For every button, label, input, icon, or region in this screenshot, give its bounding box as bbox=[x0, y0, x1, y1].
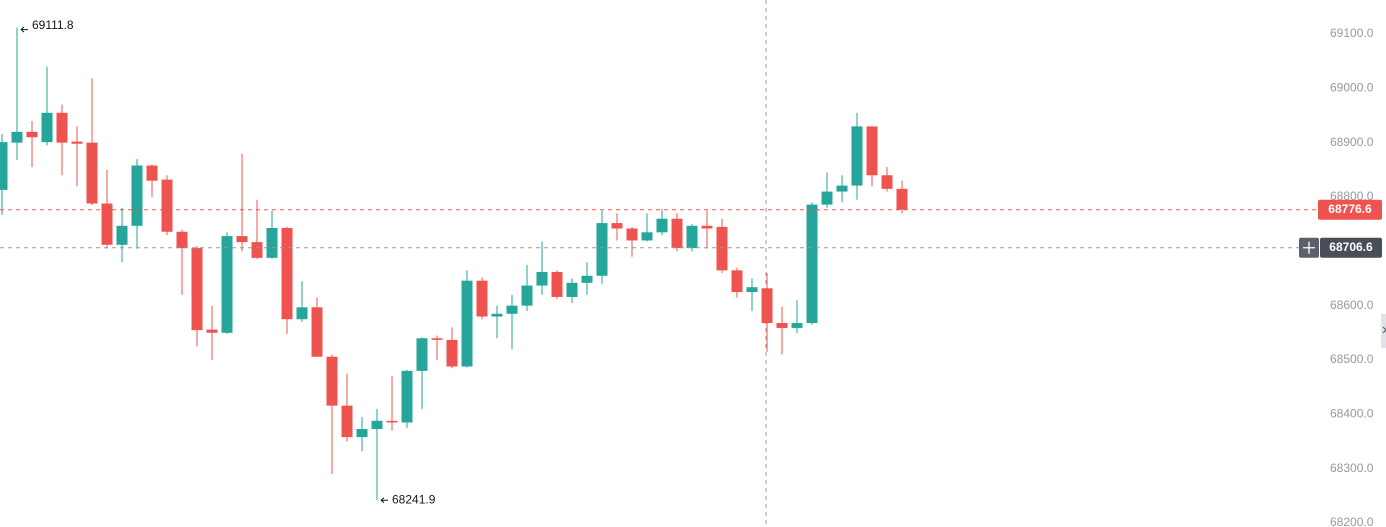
candle-body bbox=[671, 218, 683, 249]
y-tick-label: 68400.0 bbox=[1330, 406, 1374, 420]
crosshair-tag bbox=[1320, 237, 1382, 258]
candle-body bbox=[656, 218, 668, 233]
candle-body bbox=[356, 428, 368, 438]
add-icon bbox=[1303, 241, 1315, 254]
candle-body bbox=[866, 126, 878, 176]
candle-body bbox=[131, 165, 143, 226]
candle-body bbox=[626, 228, 638, 241]
last-price-tag bbox=[1318, 199, 1382, 220]
candle-body bbox=[341, 405, 353, 438]
candle-body bbox=[11, 131, 23, 143]
candle-body bbox=[821, 191, 833, 205]
candle-body bbox=[311, 307, 323, 357]
y-tick-label: 68600.0 bbox=[1330, 298, 1374, 312]
candle-body bbox=[461, 280, 473, 367]
y-tick-label: 68800.0 bbox=[1330, 189, 1374, 203]
candle-body bbox=[476, 280, 488, 317]
high-label: 69111.8 bbox=[32, 18, 74, 32]
last-price-label: 68776.6 bbox=[1328, 202, 1372, 216]
candle-body bbox=[491, 313, 503, 317]
scale-handle-arrow bbox=[1382, 326, 1386, 334]
candle-body bbox=[176, 231, 188, 249]
candle-body bbox=[521, 285, 533, 306]
candle-body bbox=[146, 165, 158, 181]
high-arrow bbox=[20, 26, 28, 33]
low-arrow bbox=[380, 497, 388, 504]
candle-body bbox=[26, 131, 38, 138]
candle-body bbox=[551, 271, 563, 297]
candle-body bbox=[851, 126, 863, 186]
candle-body bbox=[731, 270, 743, 293]
y-tick-label: 69000.0 bbox=[1330, 81, 1374, 95]
candle-body bbox=[206, 329, 218, 333]
candle-body bbox=[836, 185, 848, 192]
candle-body bbox=[791, 323, 803, 328]
candle-body bbox=[596, 223, 608, 276]
candle-body bbox=[761, 288, 773, 324]
candle-body bbox=[266, 227, 278, 258]
candle-body bbox=[566, 282, 578, 297]
candle-body bbox=[701, 225, 713, 229]
candle-body bbox=[371, 420, 383, 429]
candle-body bbox=[101, 203, 113, 245]
candle-body bbox=[326, 356, 338, 406]
y-tick-label: 68300.0 bbox=[1330, 461, 1374, 475]
candle-body bbox=[221, 236, 233, 333]
candle-body bbox=[86, 142, 98, 204]
candle-body bbox=[881, 175, 893, 189]
candle-body bbox=[896, 188, 908, 210]
candle-body bbox=[161, 179, 173, 232]
y-tick-label: 68500.0 bbox=[1330, 352, 1374, 366]
candle-body bbox=[776, 323, 788, 328]
candle-body bbox=[386, 420, 398, 423]
candle-body bbox=[401, 370, 413, 423]
candle-body bbox=[686, 225, 698, 249]
y-tick-label: 68200.0 bbox=[1330, 515, 1374, 527]
y-tick-label: 68900.0 bbox=[1330, 135, 1374, 149]
candle-body bbox=[296, 307, 308, 320]
candle-body bbox=[191, 248, 203, 331]
candle-body bbox=[416, 338, 428, 371]
candle-body bbox=[41, 112, 53, 143]
candle-body bbox=[236, 236, 248, 243]
candle-body bbox=[641, 232, 653, 241]
candle-body bbox=[806, 204, 818, 324]
candle-body bbox=[611, 223, 623, 229]
candle-body bbox=[431, 338, 443, 340]
candle-body bbox=[116, 225, 128, 245]
candle-body bbox=[251, 242, 263, 258]
candle-body bbox=[281, 227, 293, 320]
candle-body bbox=[506, 305, 518, 314]
candle-body bbox=[746, 287, 758, 293]
candle-body bbox=[446, 339, 458, 367]
scale-handle[interactable] bbox=[1381, 314, 1386, 348]
candle-body bbox=[56, 112, 68, 143]
candle-body bbox=[716, 226, 728, 271]
candle-body bbox=[581, 275, 593, 283]
low-label: 68241.9 bbox=[392, 492, 436, 506]
y-tick-label: 69100.0 bbox=[1330, 26, 1374, 40]
crosshair-label: 68706.6 bbox=[1329, 240, 1373, 254]
candle-body bbox=[0, 142, 8, 190]
candle-body bbox=[71, 141, 83, 144]
candle-body bbox=[536, 271, 548, 286]
